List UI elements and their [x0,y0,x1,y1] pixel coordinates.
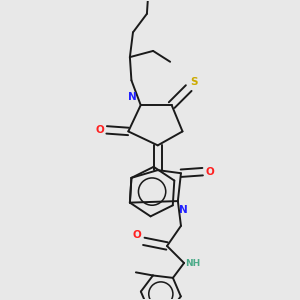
Text: S: S [190,76,198,86]
Text: O: O [133,230,141,240]
Text: N: N [179,205,188,215]
Text: O: O [205,167,214,177]
Text: N: N [128,92,137,102]
Text: O: O [95,125,104,135]
Text: NH: NH [186,259,201,268]
